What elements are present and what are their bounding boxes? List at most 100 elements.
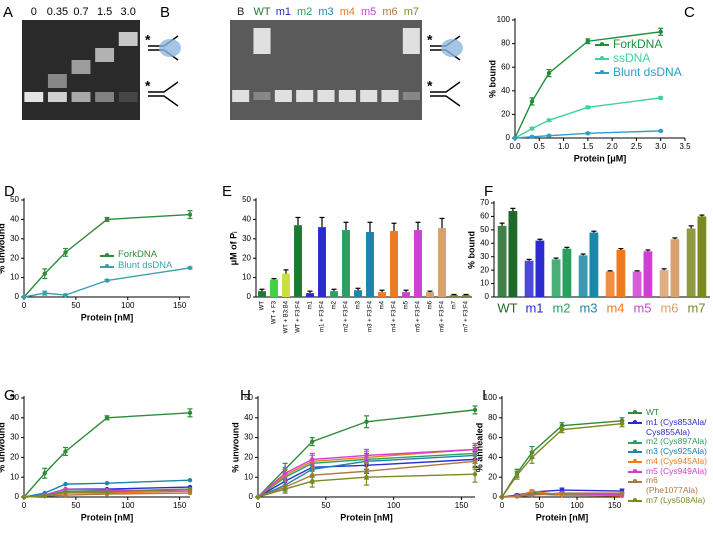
data-point [546, 118, 552, 123]
bar [605, 271, 615, 297]
y-tick-label: 0 [15, 292, 20, 301]
x-tick-label: m2 [332, 300, 338, 309]
legend-label: m1 (Cys853Ala/ Cys855Ala) [646, 416, 707, 437]
legend-swatch [595, 69, 609, 74]
legend: WT m1 (Cys853Ala/ Cys855Ala) m2 (Cys897Ala… [628, 407, 711, 506]
x-tick-label: m6 [428, 300, 434, 309]
x-tick-label: m6 [660, 300, 678, 315]
legend-swatch [628, 478, 642, 483]
lane-label: 0.7 [73, 6, 88, 18]
gel-band [296, 90, 314, 102]
x-tick-label: 1.5 [582, 142, 594, 151]
y-tick-label: 40 [10, 215, 19, 224]
y-axis-label: % bound [487, 60, 497, 98]
y-axis-label: μM of Pᵢ [228, 231, 238, 266]
legend: ForkDNA ssDNA Blunt dsDNA [595, 37, 711, 80]
data-point [364, 453, 369, 458]
legend-label: Blunt dsDNA [118, 259, 173, 271]
data-point [310, 457, 315, 462]
y-tick-label: 40 [501, 86, 510, 95]
x-tick-label: m1 [525, 300, 543, 315]
legend-label: ssDNA [613, 50, 651, 65]
bar [282, 273, 290, 297]
data-point [42, 471, 47, 476]
legend-entry: m7 (Lys508Ala) [628, 495, 711, 506]
gel-band [402, 92, 420, 100]
y-tick-label: 60 [501, 62, 510, 71]
data-point [658, 29, 663, 34]
data-point [619, 490, 625, 496]
schematic-marker: * [145, 32, 151, 48]
data-point [42, 290, 47, 296]
legend-label: ForkDNA [118, 249, 158, 260]
y-tick-label: 30 [10, 234, 19, 243]
x-axis-label: Protein [nM] [340, 512, 393, 522]
legend-swatch [100, 263, 114, 268]
data-point [529, 455, 535, 460]
x-tick-label: 0 [22, 501, 27, 510]
schematic-marker: * [427, 32, 433, 48]
schematic-marker: * [427, 78, 433, 94]
bar [562, 248, 572, 297]
y-tick-label: 10 [244, 472, 253, 481]
legend-label: m6 (Phe1077Ala) [646, 475, 698, 496]
x-tick-label: 0 [500, 501, 505, 510]
lane-label: 1.5 [97, 6, 112, 18]
data-point [282, 486, 288, 492]
panel-letter: G [4, 387, 16, 404]
bar [390, 231, 398, 297]
bar [414, 230, 422, 297]
legend-label: ForkDNA [613, 37, 663, 51]
y-tick-label: 40 [480, 238, 489, 247]
data-point [187, 486, 193, 492]
bar [497, 225, 507, 297]
data-point [529, 99, 535, 104]
gel-band [118, 92, 138, 102]
data-point [21, 494, 27, 500]
panel-letter: C [684, 4, 695, 21]
x-tick-label: m2 + F3:F4 [344, 300, 350, 332]
bar [659, 270, 669, 297]
data-point [546, 133, 552, 138]
legend-label: m3 (Cys925Ala) [646, 446, 707, 457]
data-point [42, 493, 47, 499]
bar [589, 232, 599, 297]
gel-band [24, 92, 44, 102]
x-tick-label: 3.0 [655, 142, 667, 151]
gel-band [71, 60, 91, 74]
y-tick-label: 40 [488, 453, 497, 462]
legend-entry: Blunt dsDNA [595, 65, 711, 80]
data-point [187, 490, 193, 496]
bar [551, 259, 561, 297]
schematic-strand [430, 81, 461, 107]
y-tick-label: 50 [10, 195, 19, 204]
data-point [310, 478, 315, 484]
y-tick-label: 40 [242, 215, 251, 224]
x-tick-label: m5 + F3:F4 [416, 300, 422, 332]
lane-label: m4 [340, 6, 355, 18]
bar [450, 295, 458, 297]
legend-entry: ssDNA [595, 50, 711, 66]
data-point [187, 410, 193, 416]
data-point [585, 131, 591, 136]
data-point [104, 278, 110, 283]
data-point [514, 494, 520, 499]
x-tick-label: 100 [387, 501, 401, 510]
gel-band [232, 90, 250, 102]
data-point [585, 39, 591, 44]
x-tick-label: 50 [535, 501, 544, 510]
data-point [364, 419, 369, 424]
panel-letter: A [3, 4, 13, 21]
data-point [187, 212, 193, 217]
y-tick-label: 30 [480, 252, 489, 261]
gel-band [317, 90, 335, 102]
legend-swatch [628, 420, 642, 425]
x-tick-label: 50 [71, 301, 80, 310]
x-tick-label: 150 [608, 501, 622, 510]
bar [318, 227, 326, 297]
y-axis-label: % bound [466, 231, 476, 269]
bar [378, 292, 386, 297]
gel-band [71, 92, 91, 102]
x-tick-label: m3 [579, 300, 597, 315]
